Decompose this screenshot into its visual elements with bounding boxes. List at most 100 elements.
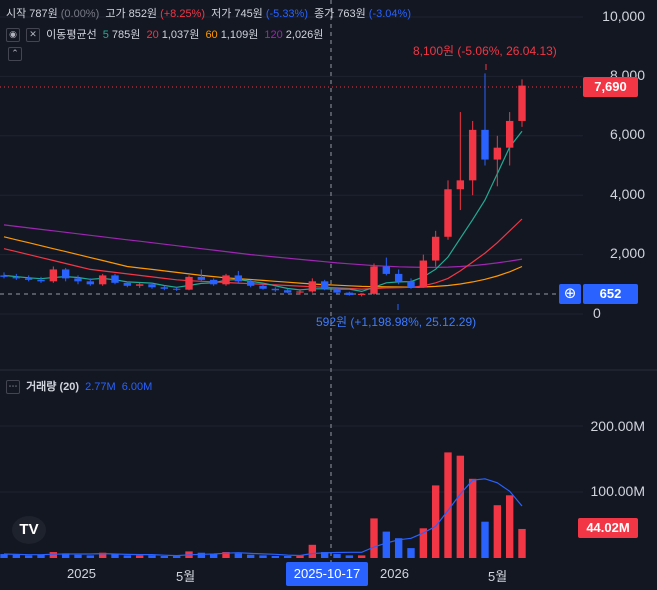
candle-body [370, 266, 378, 294]
ma120-value: 2,026원 [285, 29, 324, 41]
candle-body [111, 275, 119, 283]
ma-legend-title: 이동평균선 [46, 29, 97, 41]
volume-bar [246, 554, 255, 558]
low-change: (-5.33%) [265, 8, 308, 20]
candlestick-series [0, 64, 526, 310]
ma20-period: 20 [146, 29, 159, 41]
candle-body [259, 285, 267, 289]
candle-body [456, 180, 465, 190]
volume-bar [123, 555, 132, 558]
volume-bar [98, 552, 107, 558]
volume-bar [456, 455, 465, 558]
candle-body [419, 260, 428, 288]
time-axis-label: 2026 [380, 566, 409, 581]
candle-body [271, 288, 280, 291]
candle-body [74, 278, 82, 282]
volume-bar [394, 538, 403, 558]
ohlc-legend: 시작 787원 (0.00%) 고가 852원 (+8.25%) 저가 745원 (-5.3… [6, 5, 414, 21]
volume-bar [320, 552, 329, 558]
close-icon[interactable]: ✕ [26, 28, 41, 43]
tradingview-logo[interactable]: TV [12, 516, 46, 544]
candle-body [481, 129, 489, 160]
candle-body [160, 287, 169, 289]
volume-bar [111, 554, 119, 558]
close-label: 종가 [314, 8, 335, 20]
volume-bar [37, 554, 45, 558]
candle-body [37, 279, 45, 282]
crosshair-price-tag: 652 [583, 284, 638, 304]
candle-body [123, 282, 132, 286]
volume-bar [148, 555, 156, 558]
volume-bar [0, 554, 8, 558]
candle-body [444, 189, 452, 237]
candle-body [333, 288, 341, 293]
candle-body [246, 281, 255, 286]
low-label: 저가 [211, 8, 232, 20]
candle-body [382, 266, 391, 274]
collapse-legend-button[interactable]: ⌃ [8, 47, 22, 61]
ma5-value: 785원 [111, 29, 141, 41]
volume-bar [493, 505, 502, 558]
volume-bar [357, 555, 366, 558]
candle-body [283, 290, 292, 293]
candle-body [185, 276, 193, 290]
candle-body [148, 284, 156, 288]
volume-bar [24, 555, 33, 558]
volume-bar [308, 544, 317, 558]
volume-bar [382, 531, 391, 558]
volume-legend[interactable]: ⋯ 거래량 (20) 2.77M 6.00M [6, 378, 155, 395]
candle-body [0, 275, 8, 277]
grid-lines [0, 16, 583, 493]
volume-bar [419, 528, 428, 558]
candle-body [24, 278, 33, 280]
candle-body [98, 275, 107, 285]
add-alert-button[interactable]: ⊕ [559, 284, 581, 304]
settings-icon[interactable]: ⋯ [6, 380, 20, 395]
candle-body [518, 85, 526, 121]
ma60-line [3, 236, 523, 288]
ma120-period: 120 [264, 29, 283, 41]
volume-bar [259, 555, 267, 558]
volume-axis-label: 200.00M [590, 418, 645, 434]
volume-bar [172, 556, 181, 558]
ma120-line [3, 224, 523, 268]
ma5-period: 5 [102, 29, 109, 41]
low-annotation: 592원 (+1,198.98%, 25.12.29) [316, 315, 477, 329]
candle-body [345, 292, 354, 295]
candle-body [197, 276, 206, 280]
candle-body [320, 281, 329, 289]
price-axis-label: 2,000 [609, 245, 645, 261]
time-axis-label: 2025 [67, 566, 96, 581]
open-change: (0.00%) [60, 8, 100, 20]
open-label: 시작 [6, 8, 27, 20]
high-label: 고가 [105, 8, 126, 20]
candle-body [394, 273, 403, 282]
close-change: (-3.04%) [368, 8, 411, 20]
high-change: (+8.25%) [160, 8, 206, 20]
time-axis-label: 5월 [176, 569, 196, 584]
volume-bar [407, 548, 415, 558]
ma20-value: 1,037원 [161, 29, 200, 41]
volume-bar [74, 554, 82, 558]
candle-body [172, 288, 181, 290]
candle-body [431, 236, 440, 261]
volume-bar [468, 478, 477, 558]
volume-axis-label: 100.00M [590, 483, 645, 499]
crosshair-time-tag: 2025-10-17 [286, 562, 368, 586]
eye-icon[interactable]: ◉ [6, 28, 20, 43]
candle-body [505, 120, 514, 148]
volume-bar [505, 495, 514, 558]
candle-body [86, 281, 95, 285]
volume-bar [296, 555, 304, 558]
time-axis-label: 5월 [488, 569, 508, 584]
volume-bar [444, 452, 452, 558]
candle-body [12, 276, 21, 279]
volume-bar [222, 552, 230, 558]
volume-ma-value: 6.00M [121, 381, 153, 393]
price-axis-label: 0 [593, 305, 601, 321]
candle-body [357, 293, 366, 295]
ma-legend[interactable]: ◉ ✕ 이동평균선 5 785원 20 1,037원 60 1,109원 120 2,0… [6, 26, 326, 43]
volume-bar [135, 555, 144, 558]
